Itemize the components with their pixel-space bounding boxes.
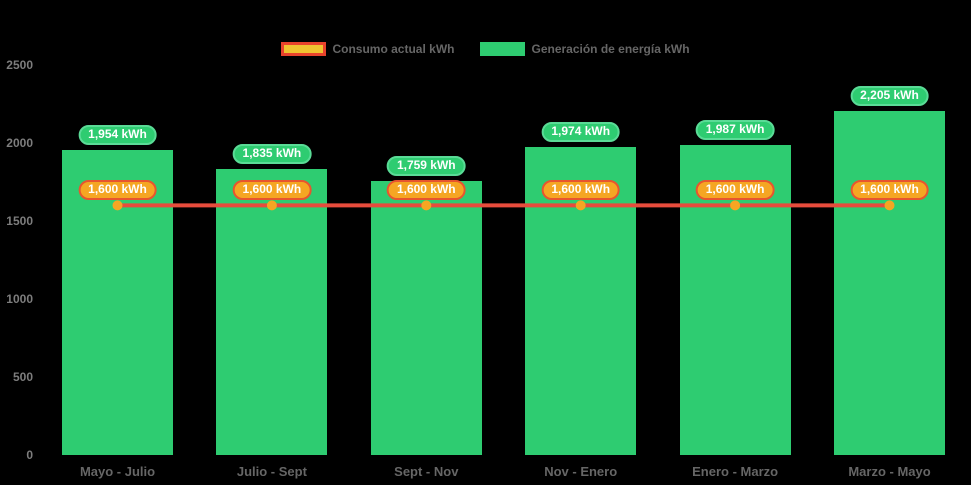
y-tick-label: 0 [26, 448, 33, 462]
legend-item-consumo-actual[interactable]: Consumo actual kWh [281, 42, 454, 56]
generation-value-pill: 1,759 kWh [386, 155, 466, 176]
legend-label-generacion: Generación de energía kWh [531, 42, 690, 56]
generation-value-pill: 1,987 kWh [695, 120, 775, 141]
y-tick-label: 2500 [6, 58, 33, 72]
y-tick-label: 500 [12, 370, 33, 384]
generation-value-pill: 1,835 kWh [232, 143, 312, 164]
generation-value-pill: 1,954 kWh [78, 125, 157, 146]
consumo-swatch-icon [281, 42, 327, 56]
consumption-value-pill: 1,600 kWh [386, 180, 466, 201]
generation-value-pill: 1,974 kWh [541, 122, 621, 143]
chart-legend: Consumo actual kWh Generación de energía… [0, 42, 971, 56]
generacion-swatch-icon [480, 42, 526, 56]
consumption-value-pill: 1,600 kWh [850, 180, 929, 201]
legend-label-consumo: Consumo actual kWh [332, 42, 455, 56]
generation-bar[interactable] [834, 111, 945, 455]
legend-item-generacion[interactable]: Generación de energía kWh [480, 42, 690, 56]
y-tick-label: 1500 [6, 214, 33, 228]
x-category-label: Enero - Marzo [692, 464, 779, 479]
x-category-label: Sept - Nov [394, 464, 459, 479]
x-category-label: Marzo - Mayo [848, 464, 931, 479]
x-category-label: Julio - Sept [236, 464, 307, 479]
consumption-value-pill: 1,600 kWh [78, 180, 157, 201]
y-tick-label: 2000 [6, 136, 33, 150]
generation-bar[interactable] [370, 180, 482, 455]
x-category-label: Mayo - Julio [79, 464, 156, 479]
consumption-value-pill: 1,600 kWh [232, 180, 312, 201]
x-category-label: Nov - Enero [544, 464, 618, 479]
generation-value-pill: 2,205 kWh [850, 86, 929, 107]
consumption-value-pill: 1,600 kWh [541, 180, 621, 201]
generation-bar[interactable] [216, 168, 328, 455]
consumption-value-pill: 1,600 kWh [695, 180, 775, 201]
y-tick-label: 1000 [6, 292, 33, 306]
